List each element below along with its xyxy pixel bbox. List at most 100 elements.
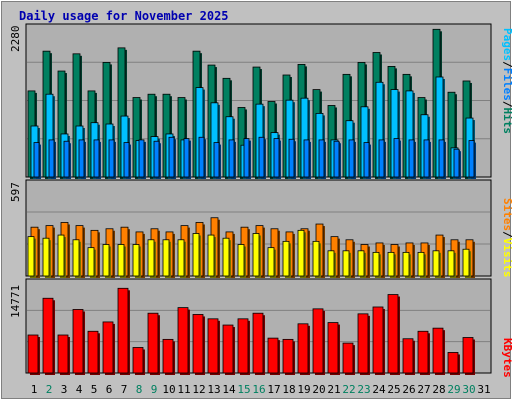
bar-files-day-4-face — [78, 139, 85, 178]
bar-kbytes-day-20-face — [312, 308, 324, 374]
panel-kbytes: 14771 KBytes — [9, 278, 512, 378]
x-tick-label-day-7: 7 — [121, 383, 128, 396]
x-tick-label-day-22: 22 — [342, 383, 355, 396]
bar-visits-day-15-face — [237, 244, 245, 277]
bar-files-day-1 — [33, 142, 41, 179]
bar-files-day-19 — [303, 139, 311, 179]
bar-kbytes-day-6-face — [102, 321, 114, 374]
bar-files-day-12-face — [198, 136, 205, 178]
x-tick-label-day-8: 8 — [136, 383, 143, 396]
bar-kbytes-day-3-face — [57, 334, 69, 374]
x-tick-label-day-25: 25 — [387, 383, 400, 396]
bar-files-day-15-face — [243, 138, 250, 178]
x-tick-label-day-3: 3 — [61, 383, 68, 396]
bar-visits-day-29-face — [447, 250, 455, 277]
x-tick-label-day-29: 29 — [447, 383, 460, 396]
panel1-legend: Pages/Files/Hits — [501, 28, 512, 134]
bar-files-day-25-face — [393, 138, 400, 178]
bar-visits-day-17 — [267, 247, 276, 278]
bar-files-day-10-face — [168, 136, 175, 178]
bar-kbytes-day-29-face — [447, 352, 459, 374]
bar-files-day-16 — [258, 136, 266, 179]
bar-files-day-12 — [198, 136, 206, 179]
panel-sites-visits: 597 Sites/Visits — [9, 179, 512, 278]
panel3-ymax-label: 14771 — [9, 285, 22, 318]
bar-visits-day-6-face — [102, 244, 110, 277]
x-tick-label-day-11: 11 — [177, 383, 190, 396]
bar-kbytes-day-20 — [312, 308, 325, 375]
bar-files-day-6-face — [108, 139, 115, 178]
bar-visits-day-4-face — [72, 239, 80, 277]
bar-visits-day-14 — [222, 237, 231, 278]
x-tick-label-day-28: 28 — [432, 383, 445, 396]
bar-files-day-1-face — [33, 142, 40, 178]
bar-kbytes-day-21-face — [327, 322, 339, 374]
bar-kbytes-day-18-face — [282, 338, 294, 374]
bar-visits-day-19-face — [297, 229, 305, 277]
bar-visits-day-19 — [297, 229, 306, 278]
bar-kbytes-day-4 — [72, 309, 85, 375]
bar-files-day-28-face — [438, 139, 445, 178]
bar-files-day-7 — [123, 142, 131, 179]
bar-files-day-16-face — [258, 136, 265, 178]
bar-files-day-26 — [408, 139, 416, 179]
bar-kbytes-day-19-face — [297, 323, 309, 374]
legend-entry: / — [501, 101, 512, 108]
x-tick-label-day-23: 23 — [357, 383, 370, 396]
bar-kbytes-day-10-face — [162, 338, 174, 374]
bar-visits-day-30-face — [462, 248, 470, 277]
bar-visits-day-12 — [192, 233, 201, 278]
bar-visits-day-26 — [402, 251, 411, 278]
bar-visits-day-23-face — [357, 250, 365, 277]
bar-files-day-17-face — [273, 138, 280, 178]
bar-kbytes-day-5 — [87, 330, 100, 375]
bar-visits-day-20-face — [312, 240, 320, 277]
bar-kbytes-day-28 — [432, 327, 445, 375]
bar-files-day-2 — [48, 139, 56, 179]
bar-kbytes-day-16-face — [252, 312, 264, 374]
bar-visits-day-29 — [447, 250, 456, 278]
legend-entry: Sites — [501, 198, 512, 231]
bar-kbytes-day-12 — [192, 314, 205, 375]
bar-files-day-10 — [168, 136, 176, 179]
legend-entry: Visits — [501, 238, 512, 278]
bar-kbytes-day-26 — [402, 338, 415, 375]
bar-kbytes-day-12-face — [192, 314, 204, 374]
bar-kbytes-day-13 — [207, 318, 220, 375]
bar-files-day-21-face — [333, 140, 340, 178]
x-tick-label-day-9: 9 — [151, 383, 158, 396]
bar-files-day-14-face — [228, 139, 235, 178]
bar-visits-day-13-face — [207, 234, 215, 277]
bar-files-day-11-face — [183, 138, 190, 178]
bar-kbytes-day-1-face — [27, 334, 39, 374]
bar-visits-day-18-face — [282, 240, 290, 277]
panel3-legend: KBytes — [501, 338, 512, 378]
bar-files-day-7-face — [123, 142, 130, 178]
bar-kbytes-day-23 — [357, 313, 370, 375]
bar-kbytes-day-15-face — [237, 318, 249, 374]
x-tick-label-day-5: 5 — [91, 383, 98, 396]
bar-kbytes-day-23-face — [357, 313, 369, 374]
x-axis-day-labels: 1 2 3 4 5 6 7 8 9 10 11 12 13 14 15 16 17 18 19 20 21 22 23 24 2… — [31, 383, 491, 396]
x-tick-label-day-6: 6 — [106, 383, 113, 396]
bar-kbytes-day-30-face — [462, 337, 474, 374]
bar-kbytes-day-16 — [252, 312, 265, 375]
bar-visits-day-28 — [432, 250, 441, 278]
bar-visits-day-1 — [27, 236, 36, 278]
x-tick-label-day-4: 4 — [76, 383, 83, 396]
bar-files-day-17 — [273, 138, 281, 179]
bar-kbytes-day-14-face — [222, 324, 234, 374]
bar-visits-day-10 — [162, 239, 171, 278]
bar-files-day-9 — [153, 140, 161, 179]
bar-visits-day-20 — [312, 240, 321, 278]
x-tick-label-day-15: 15 — [237, 383, 250, 396]
bar-files-day-18 — [288, 138, 296, 179]
bar-files-day-5-face — [93, 139, 100, 178]
bar-files-day-19-face — [303, 139, 310, 178]
bar-files-day-21 — [333, 140, 341, 179]
bar-visits-day-5 — [87, 247, 96, 278]
bar-kbytes-day-22-face — [342, 342, 354, 374]
x-tick-label-day-2: 2 — [46, 383, 53, 396]
x-tick-label-day-30: 30 — [462, 383, 475, 396]
